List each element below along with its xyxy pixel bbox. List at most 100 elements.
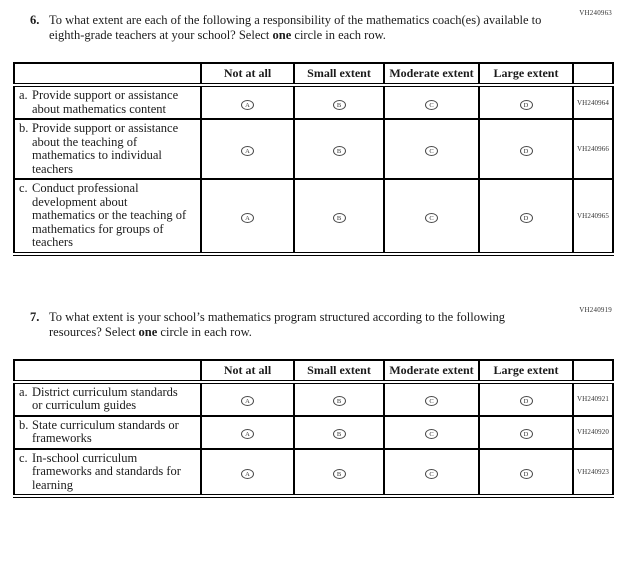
answer-bubble-d[interactable]: D bbox=[519, 146, 533, 156]
column-header-large-extent: Large extent bbox=[478, 62, 574, 87]
question-6: VH240963 6. To what extent are each of t… bbox=[30, 0, 612, 43]
question-6-prompt-after: circle in each row. bbox=[291, 28, 386, 42]
option-cell: A bbox=[200, 414, 295, 450]
item-code: VH240965 bbox=[572, 178, 614, 256]
answer-bubble-d[interactable]: D bbox=[519, 99, 533, 110]
option-cell: D bbox=[478, 178, 574, 256]
row-letter: b. bbox=[19, 121, 29, 135]
table-row: c. In-school curriculum frameworks and s… bbox=[13, 447, 614, 498]
answer-bubble-b[interactable]: B bbox=[332, 396, 346, 406]
header-empty-code-cell bbox=[572, 358, 614, 384]
column-header-large-extent: Large extent bbox=[478, 358, 574, 384]
option-cell: A bbox=[200, 447, 295, 498]
answer-bubble-d[interactable]: D bbox=[519, 468, 533, 479]
answer-bubble-b[interactable]: B bbox=[332, 146, 346, 156]
item-code: VH240921 bbox=[572, 380, 614, 417]
row-label-cell: a. Provide support or assistance about m… bbox=[13, 84, 202, 120]
option-cell: C bbox=[383, 178, 480, 256]
answer-bubble-b[interactable]: B bbox=[332, 429, 346, 439]
option-cell: B bbox=[293, 178, 385, 256]
option-cell: C bbox=[383, 414, 480, 450]
question-7-prompt: To what extent is your school’s mathemat… bbox=[49, 310, 554, 340]
item-code: VH240923 bbox=[572, 447, 614, 498]
column-header-small-extent: Small extent bbox=[293, 358, 385, 384]
question-7-prompt-bold: one bbox=[138, 324, 158, 339]
header-row: Not at all Small extent Moderate extent … bbox=[13, 358, 614, 384]
option-cell: B bbox=[293, 447, 385, 498]
answer-bubble-d[interactable]: D bbox=[519, 212, 533, 223]
answer-bubble-b[interactable]: B bbox=[332, 99, 346, 110]
row-label-cell: c. Conduct professional development abou… bbox=[13, 178, 202, 256]
answer-bubble-d[interactable]: D bbox=[519, 396, 533, 406]
table-row: a. Provide support or assistance about m… bbox=[13, 84, 614, 120]
row-label-cell: a. District curriculum standards or curr… bbox=[13, 380, 202, 417]
answer-bubble-b[interactable]: B bbox=[332, 212, 346, 223]
answer-bubble-c[interactable]: C bbox=[425, 396, 438, 406]
question-6-response-table: Not at all Small extent Moderate extent … bbox=[13, 62, 614, 256]
question-6-prompt-bold: one bbox=[272, 28, 292, 42]
answer-bubble-a[interactable]: A bbox=[241, 429, 254, 439]
column-header-small-extent: Small extent bbox=[293, 62, 385, 87]
option-cell: B bbox=[293, 84, 385, 120]
option-cell: B bbox=[293, 414, 385, 450]
table-row: c. Conduct professional development abou… bbox=[13, 178, 614, 256]
row-letter: a. bbox=[19, 384, 28, 399]
row-letter: c. bbox=[19, 450, 28, 465]
answer-bubble-a[interactable]: A bbox=[241, 99, 254, 110]
option-cell: B bbox=[293, 118, 385, 180]
answer-bubble-a[interactable]: A bbox=[241, 468, 254, 479]
option-cell: D bbox=[478, 84, 574, 120]
answer-bubble-c[interactable]: C bbox=[425, 99, 438, 110]
question-7-response-table: Not at all Small extent Moderate extent … bbox=[13, 358, 614, 499]
question-7-prompt-before: To what extent is your school’s mathemat… bbox=[49, 309, 505, 339]
row-label-cell: b. State curriculum standards or framewo… bbox=[13, 414, 202, 450]
table-row: b. State curriculum standards or framewo… bbox=[13, 414, 614, 450]
question-6-accession-code: VH240963 bbox=[579, 9, 612, 17]
option-cell: A bbox=[200, 178, 295, 256]
option-cell: D bbox=[478, 447, 574, 498]
row-letter: b. bbox=[19, 417, 29, 432]
question-6-prompt: To what extent are each of the following… bbox=[49, 13, 554, 43]
option-cell: C bbox=[383, 380, 480, 417]
answer-bubble-a[interactable]: A bbox=[241, 212, 254, 223]
answer-bubble-d[interactable]: D bbox=[519, 429, 533, 439]
option-cell: B bbox=[293, 380, 385, 417]
row-label: Provide support or assistance about math… bbox=[32, 88, 179, 116]
option-cell: A bbox=[200, 380, 295, 417]
answer-bubble-c[interactable]: C bbox=[425, 146, 438, 156]
row-letter: a. bbox=[19, 88, 28, 102]
item-code: VH240966 bbox=[572, 118, 614, 180]
table-row: a. District curriculum standards or curr… bbox=[13, 380, 614, 417]
question-7-number: 7. bbox=[30, 309, 40, 324]
answer-bubble-a[interactable]: A bbox=[241, 396, 254, 406]
row-letter: c. bbox=[19, 181, 28, 195]
answer-bubble-c[interactable]: C bbox=[425, 212, 438, 223]
row-label-cell: c. In-school curriculum frameworks and s… bbox=[13, 447, 202, 498]
question-7-accession-code: VH240919 bbox=[579, 305, 612, 314]
header-row: Not at all Small extent Moderate extent … bbox=[13, 62, 614, 87]
column-header-moderate-extent: Moderate extent bbox=[383, 62, 480, 87]
row-label: State curriculum standards or frameworks bbox=[32, 417, 179, 445]
table-row: b. Provide support or assistance about t… bbox=[13, 118, 614, 180]
header-empty-cell bbox=[13, 62, 202, 87]
question-7: VH240919 7. To what extent is your schoo… bbox=[30, 306, 612, 340]
row-label: Provide support or assistance about the … bbox=[32, 121, 179, 176]
answer-bubble-c[interactable]: C bbox=[425, 429, 438, 439]
question-6-number: 6. bbox=[30, 13, 40, 27]
item-code: VH240920 bbox=[572, 414, 614, 450]
option-cell: A bbox=[200, 118, 295, 180]
header-empty-code-cell bbox=[572, 62, 614, 87]
answer-bubble-c[interactable]: C bbox=[425, 468, 438, 479]
option-cell: C bbox=[383, 84, 480, 120]
row-label-cell: b. Provide support or assistance about t… bbox=[13, 118, 202, 180]
answer-bubble-b[interactable]: B bbox=[332, 468, 346, 479]
question-7-prompt-after: circle in each row. bbox=[157, 324, 252, 339]
option-cell: D bbox=[478, 414, 574, 450]
row-label: District curriculum standards or curricu… bbox=[32, 384, 178, 412]
option-cell: D bbox=[478, 380, 574, 417]
header-empty-cell bbox=[13, 358, 202, 384]
row-label: Conduct professional development about m… bbox=[32, 181, 187, 249]
column-header-moderate-extent: Moderate extent bbox=[383, 358, 480, 384]
answer-bubble-a[interactable]: A bbox=[241, 146, 254, 156]
item-code: VH240964 bbox=[572, 84, 614, 120]
